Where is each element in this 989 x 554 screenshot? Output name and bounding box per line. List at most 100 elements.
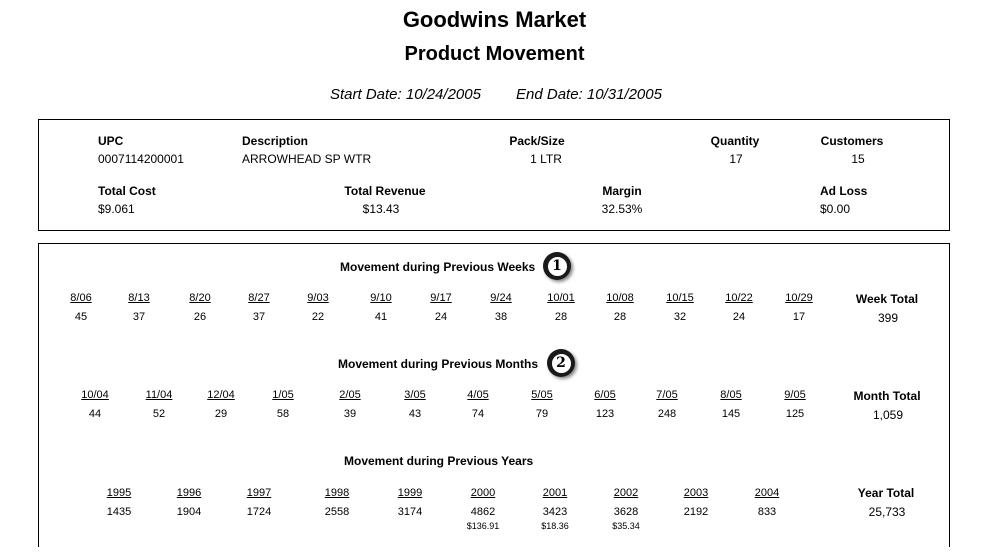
- year-value: 1435: [106, 506, 132, 518]
- week-total-label: Week Total: [855, 292, 919, 306]
- month-header: 3/05: [404, 389, 426, 401]
- week-value: 41: [374, 311, 388, 323]
- year-header: 2000: [470, 487, 496, 499]
- start-date: Start Date: 10/24/2005: [330, 86, 481, 103]
- week-value: 28: [554, 311, 568, 323]
- week-total-value: 399: [877, 311, 899, 325]
- year-header: 2003: [683, 487, 709, 499]
- week-value: 24: [434, 311, 448, 323]
- month-value: 123: [595, 408, 615, 420]
- week-value: 28: [613, 311, 627, 323]
- end-date: End Date: 10/31/2005: [516, 86, 662, 103]
- week-value: 17: [792, 311, 806, 323]
- week-header: 9/03: [307, 292, 329, 304]
- month-header: 6/05: [594, 389, 616, 401]
- week-header: 10/01: [547, 292, 575, 304]
- year-header: 2004: [754, 487, 780, 499]
- week-value: 22: [311, 311, 325, 323]
- week-value: 45: [74, 311, 88, 323]
- description-value: ARROWHEAD SP WTR: [242, 152, 372, 166]
- week-value: 37: [252, 311, 266, 323]
- month-total-label: Month Total: [853, 389, 921, 403]
- month-value: 43: [408, 408, 422, 420]
- customers-value: 15: [851, 152, 865, 166]
- month-header: 1/05: [272, 389, 294, 401]
- month-value: 145: [721, 408, 741, 420]
- description-label: Description: [242, 134, 309, 148]
- year-total-label: Year Total: [857, 486, 915, 500]
- month-value: 248: [657, 408, 677, 420]
- margin-label: Margin: [602, 184, 642, 198]
- pack-size-value: 1 LTR: [530, 152, 562, 166]
- week-header: 10/29: [785, 292, 813, 304]
- week-header: 10/15: [666, 292, 694, 304]
- month-header: 7/05: [656, 389, 678, 401]
- upc-value: 0007114200001: [98, 152, 184, 166]
- total-revenue-value: $13.43: [362, 202, 400, 216]
- weeks-section-title: Movement during Previous Weeks: [340, 260, 536, 274]
- week-header: 8/20: [189, 292, 211, 304]
- year-value: 833: [757, 506, 777, 518]
- month-header: 9/05: [784, 389, 806, 401]
- month-header: 11/04: [145, 389, 173, 401]
- year-value: 1724: [246, 506, 272, 518]
- product-info-box: [38, 119, 950, 231]
- month-value: 29: [214, 408, 228, 420]
- month-header: 12/04: [207, 389, 235, 401]
- week-header: 10/08: [606, 292, 634, 304]
- report-title: Product Movement: [404, 43, 585, 65]
- year-header: 1996: [176, 487, 202, 499]
- month-value: 39: [343, 408, 357, 420]
- week-value: 38: [494, 311, 508, 323]
- callout-1-icon: 1: [543, 252, 571, 280]
- margin-value: 32.53%: [601, 202, 643, 216]
- month-header: 10/04: [81, 389, 109, 401]
- month-value: 58: [276, 408, 290, 420]
- quantity-value: 17: [729, 152, 743, 166]
- store-title: Goodwins Market: [402, 7, 587, 32]
- month-total-value: 1,059: [872, 408, 904, 422]
- month-header: 5/05: [531, 389, 553, 401]
- month-header: 4/05: [467, 389, 489, 401]
- month-header: 8/05: [720, 389, 742, 401]
- total-cost-value: $9.061: [98, 202, 135, 216]
- week-value: 24: [732, 311, 746, 323]
- movement-box: [38, 243, 950, 547]
- ad-loss-value: $0.00: [820, 202, 851, 216]
- week-header: 10/22: [725, 292, 753, 304]
- year-value: 3423: [542, 506, 568, 518]
- month-value: 74: [471, 408, 485, 420]
- year-header: 1998: [324, 487, 350, 499]
- callout-2-number: 2: [550, 352, 572, 374]
- pack-size-label: Pack/Size: [509, 134, 565, 148]
- year-subvalue: $18.36: [541, 521, 569, 531]
- week-header: 9/10: [370, 292, 392, 304]
- upc-label: UPC: [98, 134, 124, 148]
- customers-label: Customers: [820, 134, 884, 148]
- year-header: 1995: [106, 487, 132, 499]
- year-total-value: 25,733: [868, 505, 906, 519]
- week-value: 32: [673, 311, 687, 323]
- total-cost-label: Total Cost: [98, 184, 156, 198]
- quantity-label: Quantity: [710, 134, 760, 148]
- week-header: 8/27: [248, 292, 270, 304]
- week-value: 26: [193, 311, 207, 323]
- total-revenue-label: Total Revenue: [344, 184, 426, 198]
- year-header: 2002: [613, 487, 639, 499]
- year-header: 1999: [397, 487, 423, 499]
- year-value: 4862: [470, 506, 496, 518]
- month-value: 44: [88, 408, 102, 420]
- year-subvalue: $35.34: [612, 521, 640, 531]
- year-value: 3174: [397, 506, 423, 518]
- callout-2-icon: 2: [547, 349, 575, 377]
- ad-loss-label: Ad Loss: [820, 184, 868, 198]
- year-value: 2558: [324, 506, 350, 518]
- month-value: 79: [535, 408, 549, 420]
- week-header: 8/06: [70, 292, 92, 304]
- year-header: 1997: [246, 487, 272, 499]
- month-header: 2/05: [339, 389, 361, 401]
- month-value: 52: [152, 408, 166, 420]
- months-section-title: Movement during Previous Months: [338, 357, 539, 371]
- year-value: 3628: [613, 506, 639, 518]
- years-section-title: Movement during Previous Years: [344, 454, 534, 468]
